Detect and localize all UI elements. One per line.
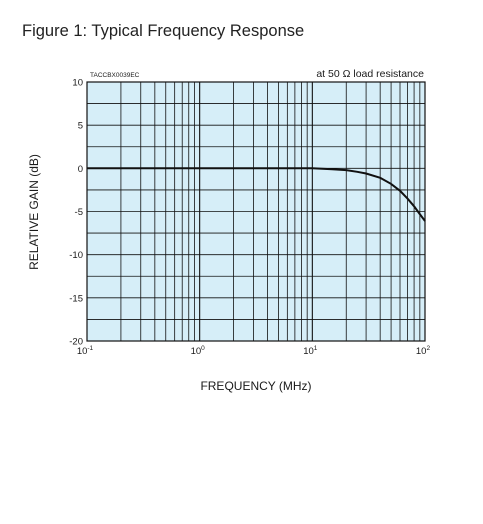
- y-tick-label: 5: [78, 121, 83, 132]
- x-axis-label: FREQUENCY (MHz): [200, 379, 311, 393]
- y-axis-label: RELATIVE GAIN (dB): [27, 154, 41, 270]
- x-tick-label: 102: [416, 345, 431, 357]
- y-tick-label: -10: [69, 250, 83, 261]
- x-tick-label: 101: [303, 345, 318, 357]
- x-tick-label: 100: [191, 345, 206, 357]
- x-tick-label: 10-1: [77, 345, 94, 357]
- plot-frame: [86, 81, 426, 342]
- x-axis-ticks: 10-1 100 101 102: [77, 345, 431, 357]
- y-axis-ticks: 10 5 0 -5 -10 -15 -20: [69, 78, 83, 348]
- y-tick-label: -20: [69, 337, 83, 348]
- y-tick-label: -5: [75, 207, 83, 218]
- figure-title: Figure 1: Typical Frequency Response: [22, 22, 305, 40]
- y-tick-label: -15: [69, 293, 83, 304]
- series-line: [87, 167, 426, 222]
- y-tick-label: 0: [78, 164, 83, 175]
- y-tick-label: 10: [72, 78, 83, 89]
- load-resistance-note: at 50 Ω load resistance: [316, 68, 424, 80]
- chart-code-label: TACCBX0039EC: [90, 72, 140, 79]
